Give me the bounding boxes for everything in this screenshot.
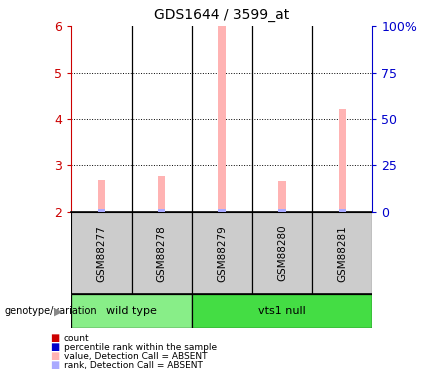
Bar bbox=[132, 212, 192, 294]
Bar bbox=[218, 209, 226, 212]
Text: ■: ■ bbox=[50, 360, 59, 370]
Bar bbox=[312, 212, 372, 294]
Bar bbox=[339, 209, 346, 212]
Text: GSM88281: GSM88281 bbox=[337, 225, 347, 282]
Text: GSM88279: GSM88279 bbox=[217, 225, 227, 282]
Title: GDS1644 / 3599_at: GDS1644 / 3599_at bbox=[154, 9, 290, 22]
Bar bbox=[71, 294, 192, 328]
Bar bbox=[158, 176, 165, 212]
Text: percentile rank within the sample: percentile rank within the sample bbox=[64, 343, 217, 352]
Text: ■: ■ bbox=[50, 342, 59, 352]
Bar bbox=[278, 209, 286, 212]
Bar bbox=[252, 212, 312, 294]
Text: rank, Detection Call = ABSENT: rank, Detection Call = ABSENT bbox=[64, 361, 203, 370]
Text: wild type: wild type bbox=[106, 306, 157, 316]
Bar bbox=[278, 181, 286, 212]
Bar bbox=[71, 212, 132, 294]
Bar bbox=[98, 180, 105, 212]
Text: GSM88280: GSM88280 bbox=[277, 225, 287, 281]
Text: GSM88277: GSM88277 bbox=[97, 225, 107, 282]
Bar bbox=[339, 109, 346, 212]
Bar bbox=[192, 212, 252, 294]
Bar bbox=[192, 294, 372, 328]
Text: genotype/variation: genotype/variation bbox=[4, 306, 97, 316]
Bar bbox=[158, 209, 165, 212]
Text: count: count bbox=[64, 334, 89, 343]
Text: ■: ■ bbox=[50, 333, 59, 343]
Bar bbox=[218, 26, 226, 212]
Text: value, Detection Call = ABSENT: value, Detection Call = ABSENT bbox=[64, 352, 207, 361]
Text: ▶: ▶ bbox=[54, 306, 63, 316]
Text: vts1 null: vts1 null bbox=[258, 306, 306, 316]
Bar bbox=[98, 209, 105, 212]
Text: ■: ■ bbox=[50, 351, 59, 361]
Text: GSM88278: GSM88278 bbox=[157, 225, 167, 282]
